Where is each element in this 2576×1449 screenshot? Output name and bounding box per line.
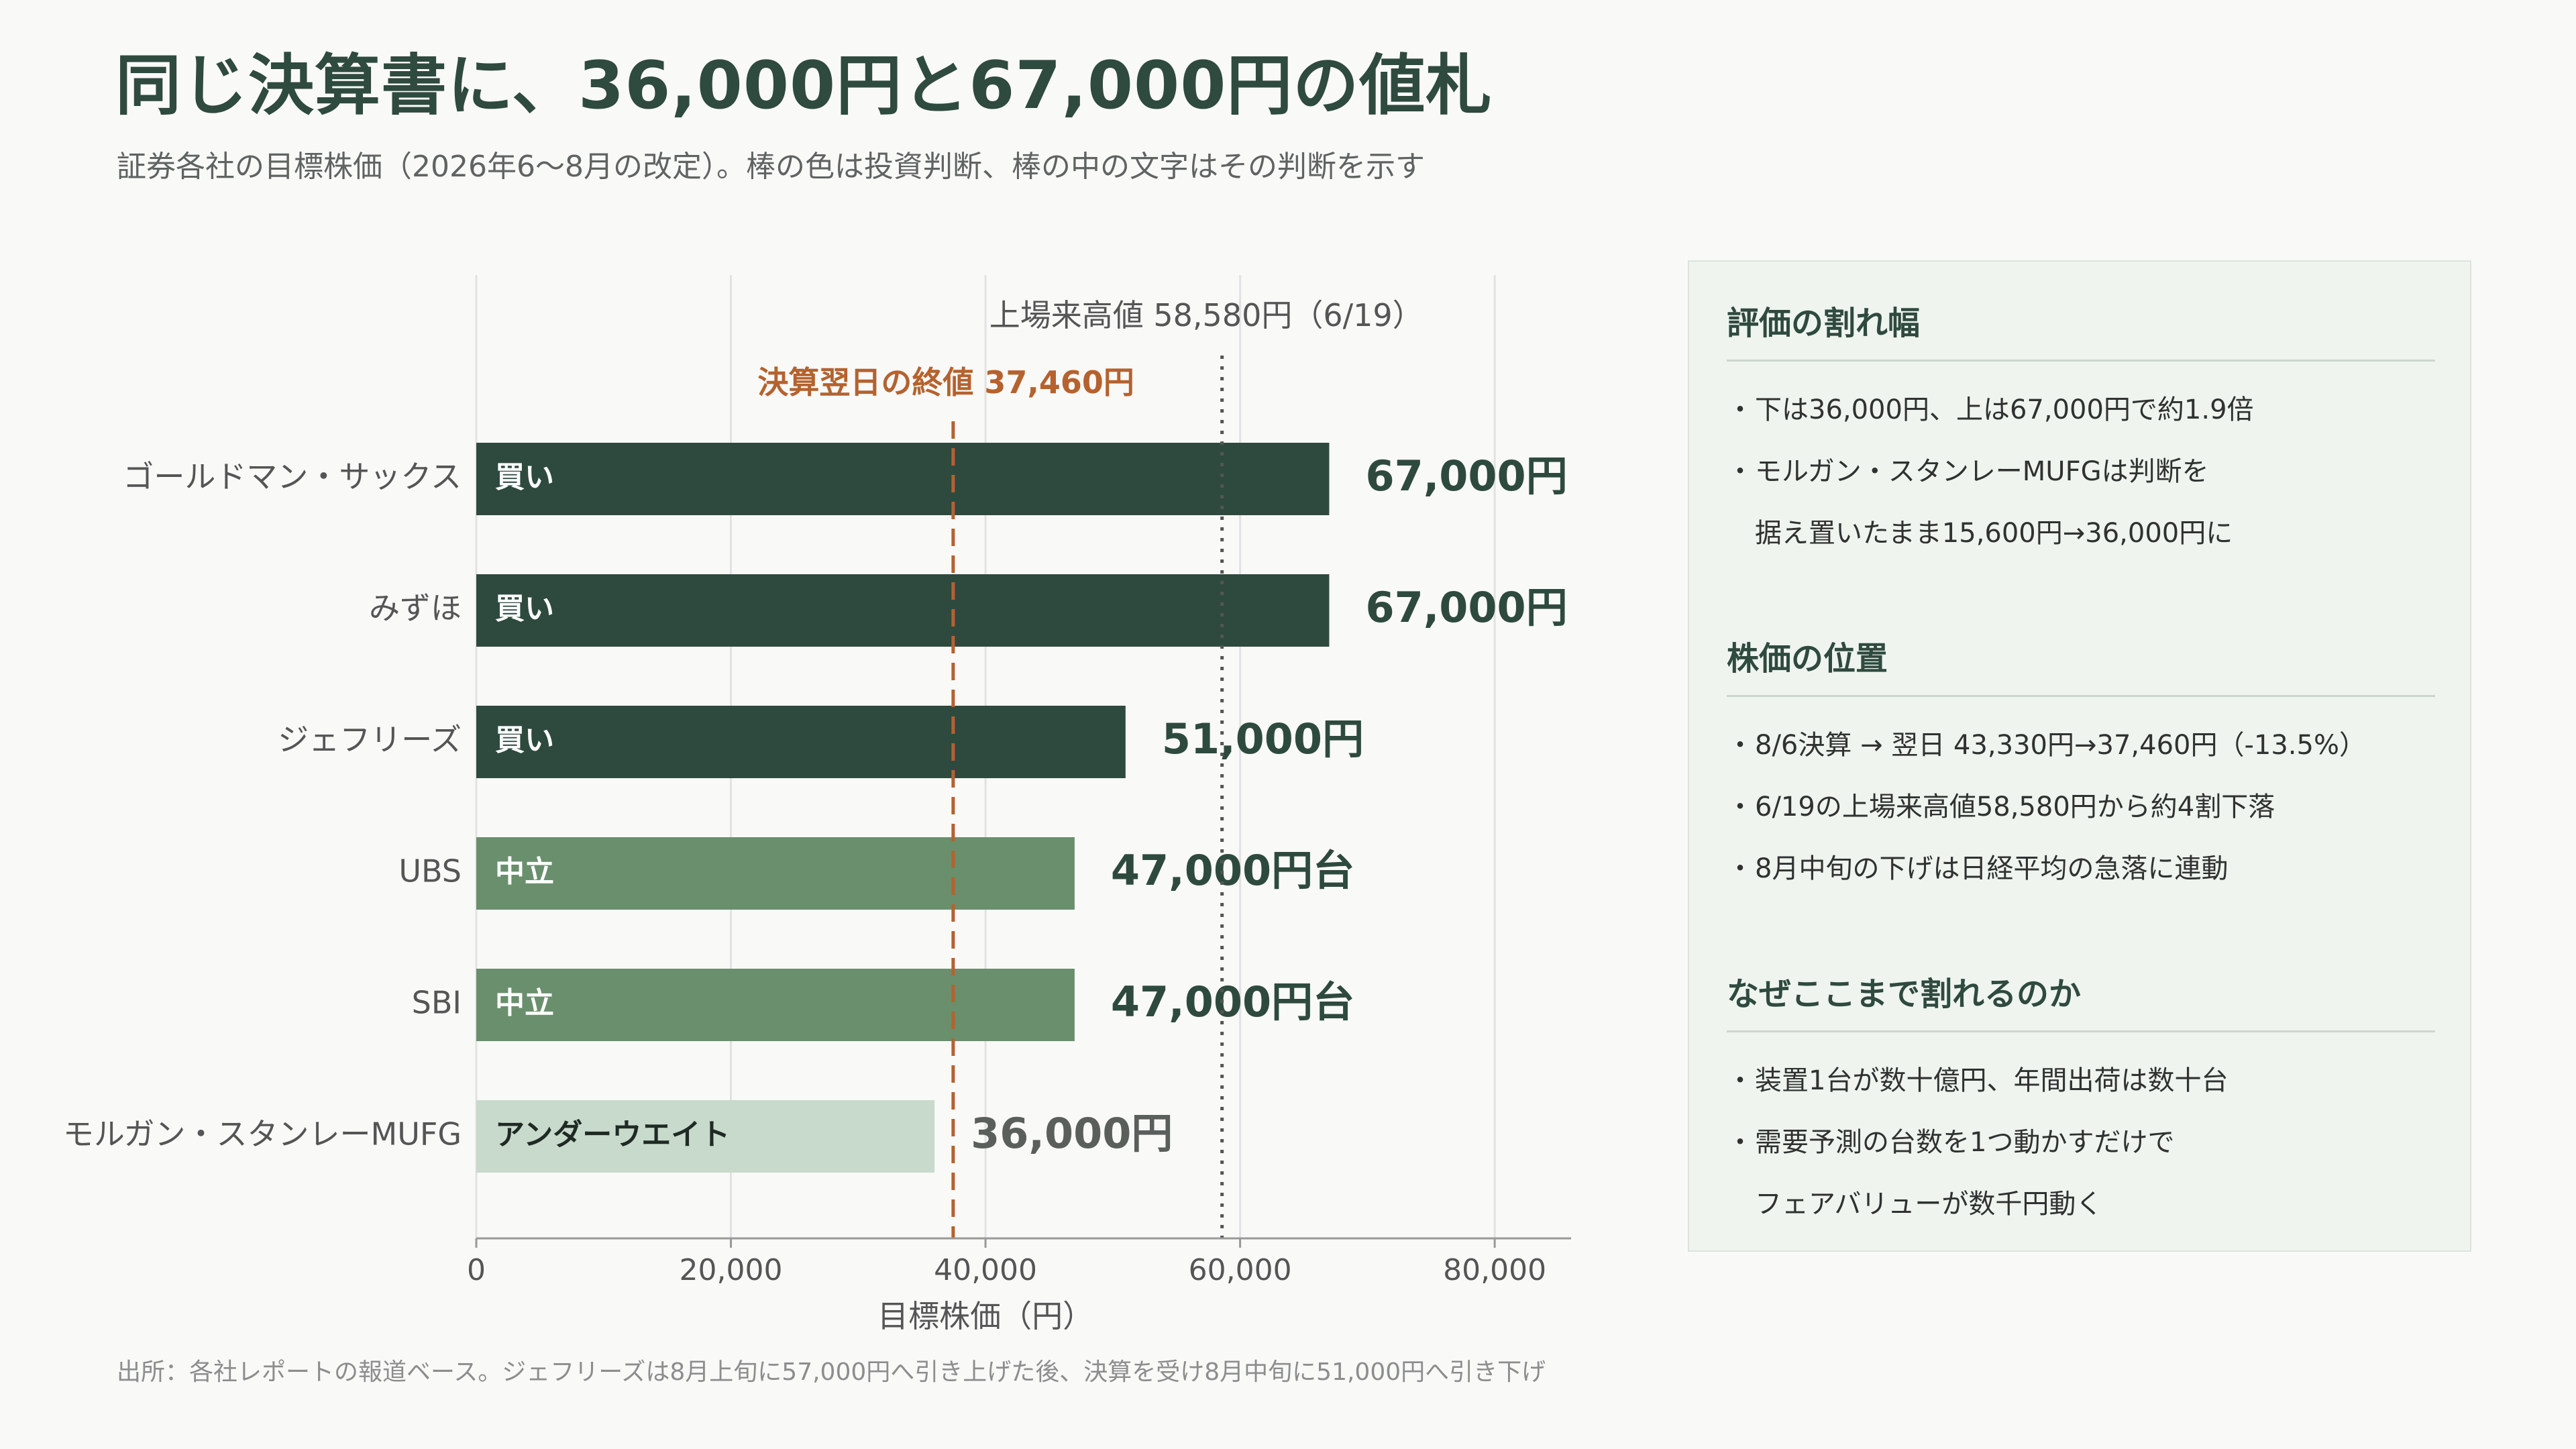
bar xyxy=(476,706,1126,778)
panel-section-price-position: 株価の位置 ・8/6決算 → 翌日 43,330円→37,460円（-13.5%… xyxy=(1727,632,2435,900)
panel-bullet-text: 据え置いたまま15,600円→36,000円に xyxy=(1755,518,2233,549)
bullet-marker: ・ xyxy=(1727,1127,1754,1158)
summary-panel: 評価の割れ幅 ・下は36,000円、上は67,000円で約1.9倍 ・モルガン・… xyxy=(1688,260,2471,1252)
category-label: モルガン・スタンレーMUFG xyxy=(63,1116,462,1152)
page-title: 同じ決算書に、36,000円と67,000円の値札 xyxy=(115,48,1493,124)
x-tick-label: 80,000 xyxy=(1443,1253,1546,1287)
x-tick-label: 40,000 xyxy=(934,1253,1037,1287)
bullet-marker: ・ xyxy=(1727,1065,1754,1096)
closing-price-label: 決算翌日の終値 37,460円 xyxy=(757,364,1134,400)
bullet-marker: ・ xyxy=(1727,730,1754,761)
panel-heading: 株価の位置 xyxy=(1727,632,2435,697)
x-axis-title: 目標株価（円） xyxy=(877,1298,1093,1334)
panel-bullet-text: 装置1台が数十億円、年間出荷は数十台 xyxy=(1755,1065,2229,1096)
bullet-marker: ・ xyxy=(1727,853,1754,884)
panel-bullet-text: 6/19の上場来高値58,580円から約4割下落 xyxy=(1755,792,2275,822)
all-time-high-label: 上場来高値 58,580円（6/19） xyxy=(989,297,1424,333)
panel-bullet: ・需要予測の台数を1つ動かすだけで xyxy=(1727,1112,2435,1173)
bar xyxy=(476,443,1330,515)
panel-bullet-text: 8月中旬の下げは日経平均の急落に連動 xyxy=(1755,853,2229,884)
panel-section-why: なぜここまで割れるのか ・装置1台が数十億円、年間出荷は数十台 ・需要予測の台数… xyxy=(1727,967,2435,1235)
x-tick-label: 60,000 xyxy=(1189,1253,1292,1287)
category-label: ゴールドマン・サックス xyxy=(123,459,462,495)
rating-label: 買い xyxy=(495,460,554,494)
panel-bullet-text: モルガン・スタンレーMUFGは判断を xyxy=(1755,456,2209,487)
category-label: ジェフリーズ xyxy=(278,722,462,758)
panel-bullet-continuation: フェアバリューが数千円動く xyxy=(1727,1173,2435,1235)
x-tick-label: 0 xyxy=(467,1253,486,1287)
value-label: 47,000円台 xyxy=(1111,977,1354,1026)
value-label: 51,000円 xyxy=(1162,714,1364,763)
panel-bullet: ・モルガン・スタンレーMUFGは判断を xyxy=(1727,441,2435,502)
bar xyxy=(476,1100,935,1173)
bullet-marker: ・ xyxy=(1727,394,1754,425)
panel-bullet-text: 下は36,000円、上は67,000円で約1.9倍 xyxy=(1755,394,2254,425)
bullet-marker: ・ xyxy=(1727,792,1754,822)
panel-bullet-continuation: 据え置いたまま15,600円→36,000円に xyxy=(1727,502,2435,564)
panel-bullet: ・8月中旬の下げは日経平均の急落に連動 xyxy=(1727,838,2435,900)
panel-section-spread: 評価の割れ幅 ・下は36,000円、上は67,000円で約1.9倍 ・モルガン・… xyxy=(1727,297,2435,564)
page-subtitle: 証券各社の目標株価（2026年6〜8月の改定）。棒の色は投資判断、棒の中の文字は… xyxy=(117,150,1425,184)
value-label: 67,000円 xyxy=(1365,451,1567,500)
category-label: UBS xyxy=(398,853,462,890)
rating-label: 中立 xyxy=(495,855,554,889)
panel-bullet: ・8/6決算 → 翌日 43,330円→37,460円（-13.5%） xyxy=(1727,714,2435,776)
panel-bullet: ・下は36,000円、上は67,000円で約1.9倍 xyxy=(1727,379,2435,441)
category-label: みずほ xyxy=(369,590,462,627)
value-label: 36,000円 xyxy=(971,1109,1173,1158)
rating-label: 買い xyxy=(495,723,554,757)
value-label: 47,000円台 xyxy=(1111,846,1354,895)
panel-bullet-text: 需要予測の台数を1つ動かすだけで xyxy=(1755,1127,2175,1158)
bar xyxy=(476,837,1075,910)
x-tick-label: 20,000 xyxy=(680,1253,783,1287)
value-label: 67,000円 xyxy=(1365,583,1567,632)
bar xyxy=(476,969,1075,1041)
panel-bullet-text: 8/6決算 → 翌日 43,330円→37,460円（-13.5%） xyxy=(1755,730,2366,761)
category-label: SBI xyxy=(412,985,462,1021)
panel-bullet-text: フェアバリューが数千円動く xyxy=(1755,1189,2103,1220)
rating-label: 中立 xyxy=(495,986,554,1020)
rating-label: 買い xyxy=(495,592,554,626)
bar xyxy=(476,574,1330,647)
source-footnote: 出所：各社レポートの報道ベース。ジェフリーズは8月上旬に57,000円へ引き上げ… xyxy=(117,1358,1546,1386)
panel-heading: なぜここまで割れるのか xyxy=(1727,967,2435,1032)
bullet-marker: ・ xyxy=(1727,456,1754,487)
panel-bullet: ・6/19の上場来高値58,580円から約4割下落 xyxy=(1727,776,2435,838)
rating-label: アンダーウエイト xyxy=(495,1118,730,1152)
panel-bullet: ・装置1台が数十億円、年間出荷は数十台 xyxy=(1727,1050,2435,1112)
panel-heading: 評価の割れ幅 xyxy=(1727,297,2435,362)
